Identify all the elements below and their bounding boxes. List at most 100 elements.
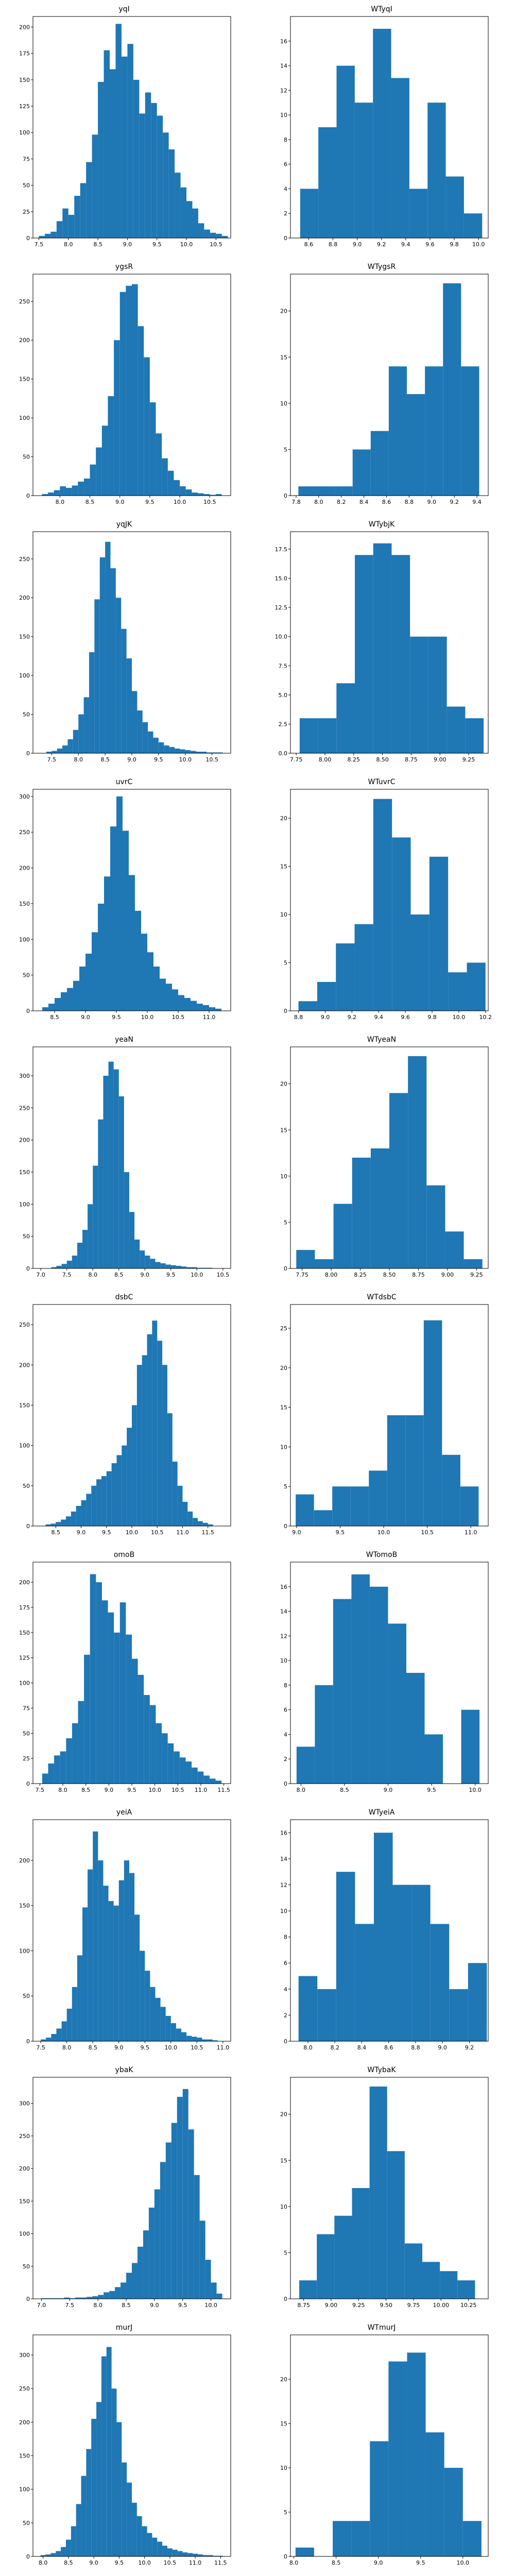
histogram-bar [176,2028,181,2041]
y-tick-label: 2 [284,210,287,217]
histogram-bar [54,1755,60,1784]
y-tick-label: 250 [19,556,30,563]
histogram-bar [96,2402,101,2556]
histogram-bar [215,1008,221,1011]
histogram-bar [144,357,150,496]
histogram-bar [165,2015,171,2041]
histogram-bar [174,480,180,496]
x-tick-label: 8.75 [405,756,418,763]
x-tick-label: 8.5 [332,2560,341,2566]
y-tick-label: 100 [19,415,30,421]
histogram-bar [181,1266,187,1268]
histogram-bar [62,745,68,753]
histogram-bar [216,233,222,238]
histogram-bar [50,2553,56,2556]
bars [299,2086,475,2299]
histogram-bar [167,2548,173,2556]
histogram-bar [426,1185,445,1268]
x-tick-label: 8.5 [122,2302,131,2309]
bars [295,2352,482,2556]
histogram-bar [186,201,193,238]
histogram-panel: WTyqI 8.6 8.8 9.0 9.2 9.4 9.6 9.8 10.0 0 2 4 6 8 10 12 1… [271,5,492,252]
bars [40,2347,224,2556]
histogram-bar [186,2036,192,2041]
y-tick-label: 200 [19,1137,30,1144]
histogram-bar [110,568,116,753]
histogram-bar [114,340,120,496]
histogram-bar [198,2554,203,2556]
histogram-bar [135,910,141,1011]
y-tick-label: 12.5 [275,604,288,611]
histogram-bar [46,751,52,753]
histogram-bar [336,1872,355,2041]
histogram-bar [126,1634,132,1784]
histogram-bar [167,470,174,496]
histogram-bar [106,1471,112,1526]
plot-frame [32,789,231,1011]
x-tick-label: 8.5 [88,2044,97,2051]
histogram-bar [47,2298,53,2299]
histogram-bar [99,557,106,753]
histogram-bar [58,2298,64,2299]
histogram-bar [148,731,153,753]
x-tick-label: 11.0 [465,1529,477,1536]
histogram-bar [66,2008,72,2041]
y-tick-label: 250 [19,1105,30,1111]
histogram-bar [140,1951,145,2041]
histogram-bar [192,492,198,496]
x-tick-label: 10.5 [171,1787,184,1793]
bars [41,2089,222,2299]
y-tick-label: 25 [23,209,30,215]
y-tick-label: 200 [19,1579,30,1586]
histogram-bar [315,1259,334,1268]
y-tick-label: 5.0 [279,692,288,699]
histogram-bar [389,1093,408,1268]
x-tick-label: 10.0 [165,2044,178,2051]
histogram-bar [143,2230,149,2299]
histogram-bar [184,998,191,1011]
y-tick-label: 100 [19,672,30,679]
histogram-bar [145,1256,150,1268]
histogram-bar [85,954,92,1011]
y-tick-label: 0 [284,2553,287,2560]
histogram-bar [113,1069,119,1268]
y-tick-label: 0 [26,235,30,242]
histogram-bar [101,426,108,496]
histogram-svg: 8.0 8.5 9.0 9.5 10.0 0 2 4 6 8 10 12 14 16 [280,1562,489,1793]
histogram-bar [105,541,111,753]
histogram-bar [77,1243,82,1268]
chart-title: ygsR [115,263,133,271]
histogram-bar [185,750,191,753]
histogram-bar [317,2234,335,2299]
histogram-bar [92,932,98,1011]
x-tick-label: 9.2 [348,1014,357,1021]
histogram-bar [103,1076,109,1268]
histogram-panel: yeaN 7.0 7.5 8.0 8.5 9.0 9.5 10.0 10.5 0 50 100 150 2… [13,1036,235,1283]
histogram-svg: 7.75 8.00 8.25 8.50 8.75 9.00 9.25 0 5 10 15 20 [280,1046,489,1278]
histogram-bar [461,366,479,496]
histogram-svg: 8.0 8.2 8.4 8.6 8.8 9.0 9.2 0 2 4 6 8 10 12 14 16 [280,1819,489,2051]
histogram-bar [185,489,192,496]
y-tick-label: 200 [19,337,30,344]
histogram-bar [170,2023,176,2041]
histogram-panel: murJ 8.0 8.5 9.0 9.5 10.0 10.5 11.0 11.5 0 50 100 15… [13,2324,235,2571]
y-tick-label: 7.5 [279,663,288,669]
histogram-bar [165,2142,171,2299]
histogram-bar [443,283,461,496]
histogram-bar [115,598,122,753]
histogram-bar [192,1767,198,1784]
x-tick-label: 10.5 [203,499,216,505]
histogram-bar [147,952,153,1011]
histogram-bar [81,2476,87,2556]
y-tick-label: 10 [280,400,287,407]
histogram-bar [140,1250,145,1268]
histogram-bar [410,636,428,753]
histogram-svg: 8.0 8.5 9.0 9.5 10.0 0 5 10 15 20 [280,2334,489,2566]
histogram-bar [132,1658,138,1784]
bars [296,1320,479,1526]
histogram-bar [96,1479,101,1526]
histogram-bar [157,2541,163,2556]
histogram-bar [406,1673,425,1784]
y-tick-label: 20 [280,815,287,822]
y-tick-label: 200 [19,24,30,30]
